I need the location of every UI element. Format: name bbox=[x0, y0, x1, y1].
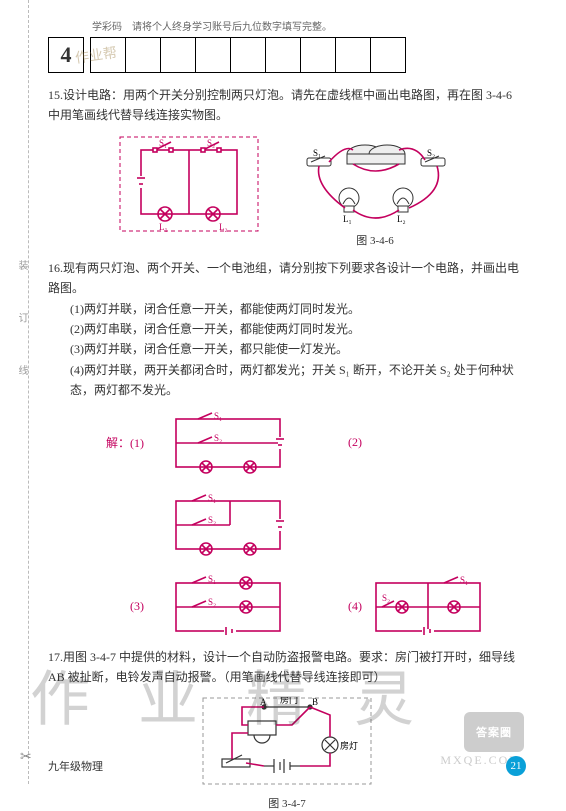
svg-text:S₁: S₁ bbox=[159, 138, 167, 148]
svg-text:S₁: S₁ bbox=[208, 575, 216, 584]
question-17: 17.用图 3-4-7 中提供的材料，设计一个自动防盗报警电路。要求：房门被打开… bbox=[48, 647, 526, 688]
q15-text: 设计电路：用两个开关分别控制两只灯泡。请先在虚线框中画出电路图，再在图 3-4-… bbox=[48, 88, 512, 122]
q16-text: 现有两只灯泡、两个开关、一个电池组，请分别按下列要求各设计一个电路，并画出电路图… bbox=[48, 261, 519, 295]
svg-text:S₁: S₁ bbox=[208, 493, 216, 503]
q16-item-4: (4)两灯并联，两开关都闭合时，两灯都发光；开关 S₁ 断开，不论开关 S₂ 处… bbox=[70, 360, 526, 401]
q16-answer-label: 解：(1) bbox=[68, 434, 146, 451]
q17-text: 用图 3-4-7 中提供的材料，设计一个自动防盗报警电路。要求：房门被打开时，细… bbox=[48, 650, 515, 684]
q16-num: 16. bbox=[48, 261, 63, 275]
code-cell bbox=[231, 37, 266, 73]
q17-caption: 图 3-4-7 bbox=[48, 795, 526, 811]
question-16: 16.现有两只灯泡、两个开关、一个电池组，请分别按下列要求各设计一个电路，并画出… bbox=[48, 258, 526, 401]
q16-item-1: (1)两灯并联，闭合任意一开关，都能使两灯同时发光。 bbox=[70, 299, 526, 319]
svg-text:L₂: L₂ bbox=[397, 214, 406, 224]
code-cell bbox=[126, 37, 161, 73]
q15-figures: S₁ S₂ L₁ L₂ bbox=[48, 136, 526, 248]
svg-text:S₁: S₁ bbox=[460, 575, 468, 585]
svg-text:S₂: S₂ bbox=[382, 593, 390, 603]
svg-text:房灯: 房灯 bbox=[340, 740, 358, 751]
code-cell bbox=[161, 37, 196, 73]
q16-label-3: (3) bbox=[68, 599, 146, 614]
q16-d4: S₁ S₂ bbox=[368, 575, 488, 639]
svg-text:B: B bbox=[312, 697, 318, 707]
page-number: 21 bbox=[506, 756, 526, 776]
q17-num: 17. bbox=[48, 650, 63, 664]
footer-left: 九年级物理 bbox=[48, 758, 103, 774]
q16-d3: S₁ S₂ bbox=[168, 575, 288, 639]
svg-text:S₂: S₂ bbox=[207, 138, 215, 148]
code-cells bbox=[90, 37, 406, 73]
code-cell bbox=[301, 37, 336, 73]
q16-item-2: (2)两灯串联，闭合任意一开关，都能使两灯同时发光。 bbox=[70, 319, 526, 339]
q16-label-4: (4) bbox=[348, 599, 364, 614]
svg-text:A: A bbox=[260, 697, 267, 707]
svg-text:L₁: L₁ bbox=[343, 214, 352, 224]
code-row: 4 bbox=[48, 37, 526, 73]
q16-d1: S₁ S₂ bbox=[168, 411, 288, 475]
code-cell bbox=[196, 37, 231, 73]
answer-badge: 答案圈 bbox=[464, 712, 524, 752]
code-cell bbox=[90, 37, 126, 73]
code-cell bbox=[336, 37, 371, 73]
header-label: 学彩码 bbox=[92, 22, 122, 33]
header-text: 请将个人终身学习账号后九位数字填写完整。 bbox=[132, 22, 332, 33]
code-cell bbox=[371, 37, 406, 73]
q16-label-2: (2) bbox=[348, 435, 526, 450]
q16-d2: S₁ S₂ bbox=[168, 493, 288, 557]
svg-text:S₁: S₁ bbox=[313, 148, 321, 158]
q15-physical-svg: S₁ S₂ L₁ L₂ bbox=[295, 136, 455, 226]
q15-circuit-box: S₁ S₂ L₁ L₂ bbox=[119, 136, 259, 236]
svg-text:S₂: S₂ bbox=[214, 433, 222, 443]
code-cell bbox=[266, 37, 301, 73]
q16-item-3: (3)两灯并联，闭合任意一开关，都只能使一灯发光。 bbox=[70, 339, 526, 359]
svg-text:L₁: L₁ bbox=[159, 222, 168, 232]
svg-text:S₁: S₁ bbox=[214, 411, 222, 421]
q16-diagrams: 解：(1) S₁ S₂ (2) bbox=[68, 411, 526, 639]
q15-physical: S₁ S₂ L₁ L₂ 图 3-4-6 bbox=[295, 136, 455, 248]
svg-text:S₂: S₂ bbox=[208, 515, 216, 525]
svg-text:房门: 房门 bbox=[280, 697, 298, 705]
svg-text:L₂: L₂ bbox=[219, 222, 228, 232]
code-big-digit: 4 bbox=[48, 37, 84, 73]
svg-text:S₂: S₂ bbox=[208, 597, 216, 607]
q15-circuit-svg: S₁ S₂ L₁ L₂ bbox=[119, 136, 259, 232]
footer: 九年级物理 21 bbox=[48, 756, 526, 776]
header-instruction: 学彩码 请将个人终身学习账号后九位数字填写完整。 bbox=[92, 18, 526, 33]
question-15: 15.设计电路：用两个开关分别控制两只灯泡。请先在虚线框中画出电路图，再在图 3… bbox=[48, 85, 526, 126]
q15-num: 15. bbox=[48, 88, 63, 102]
q15-caption: 图 3-4-6 bbox=[295, 232, 455, 248]
svg-text:S₂: S₂ bbox=[427, 148, 435, 158]
